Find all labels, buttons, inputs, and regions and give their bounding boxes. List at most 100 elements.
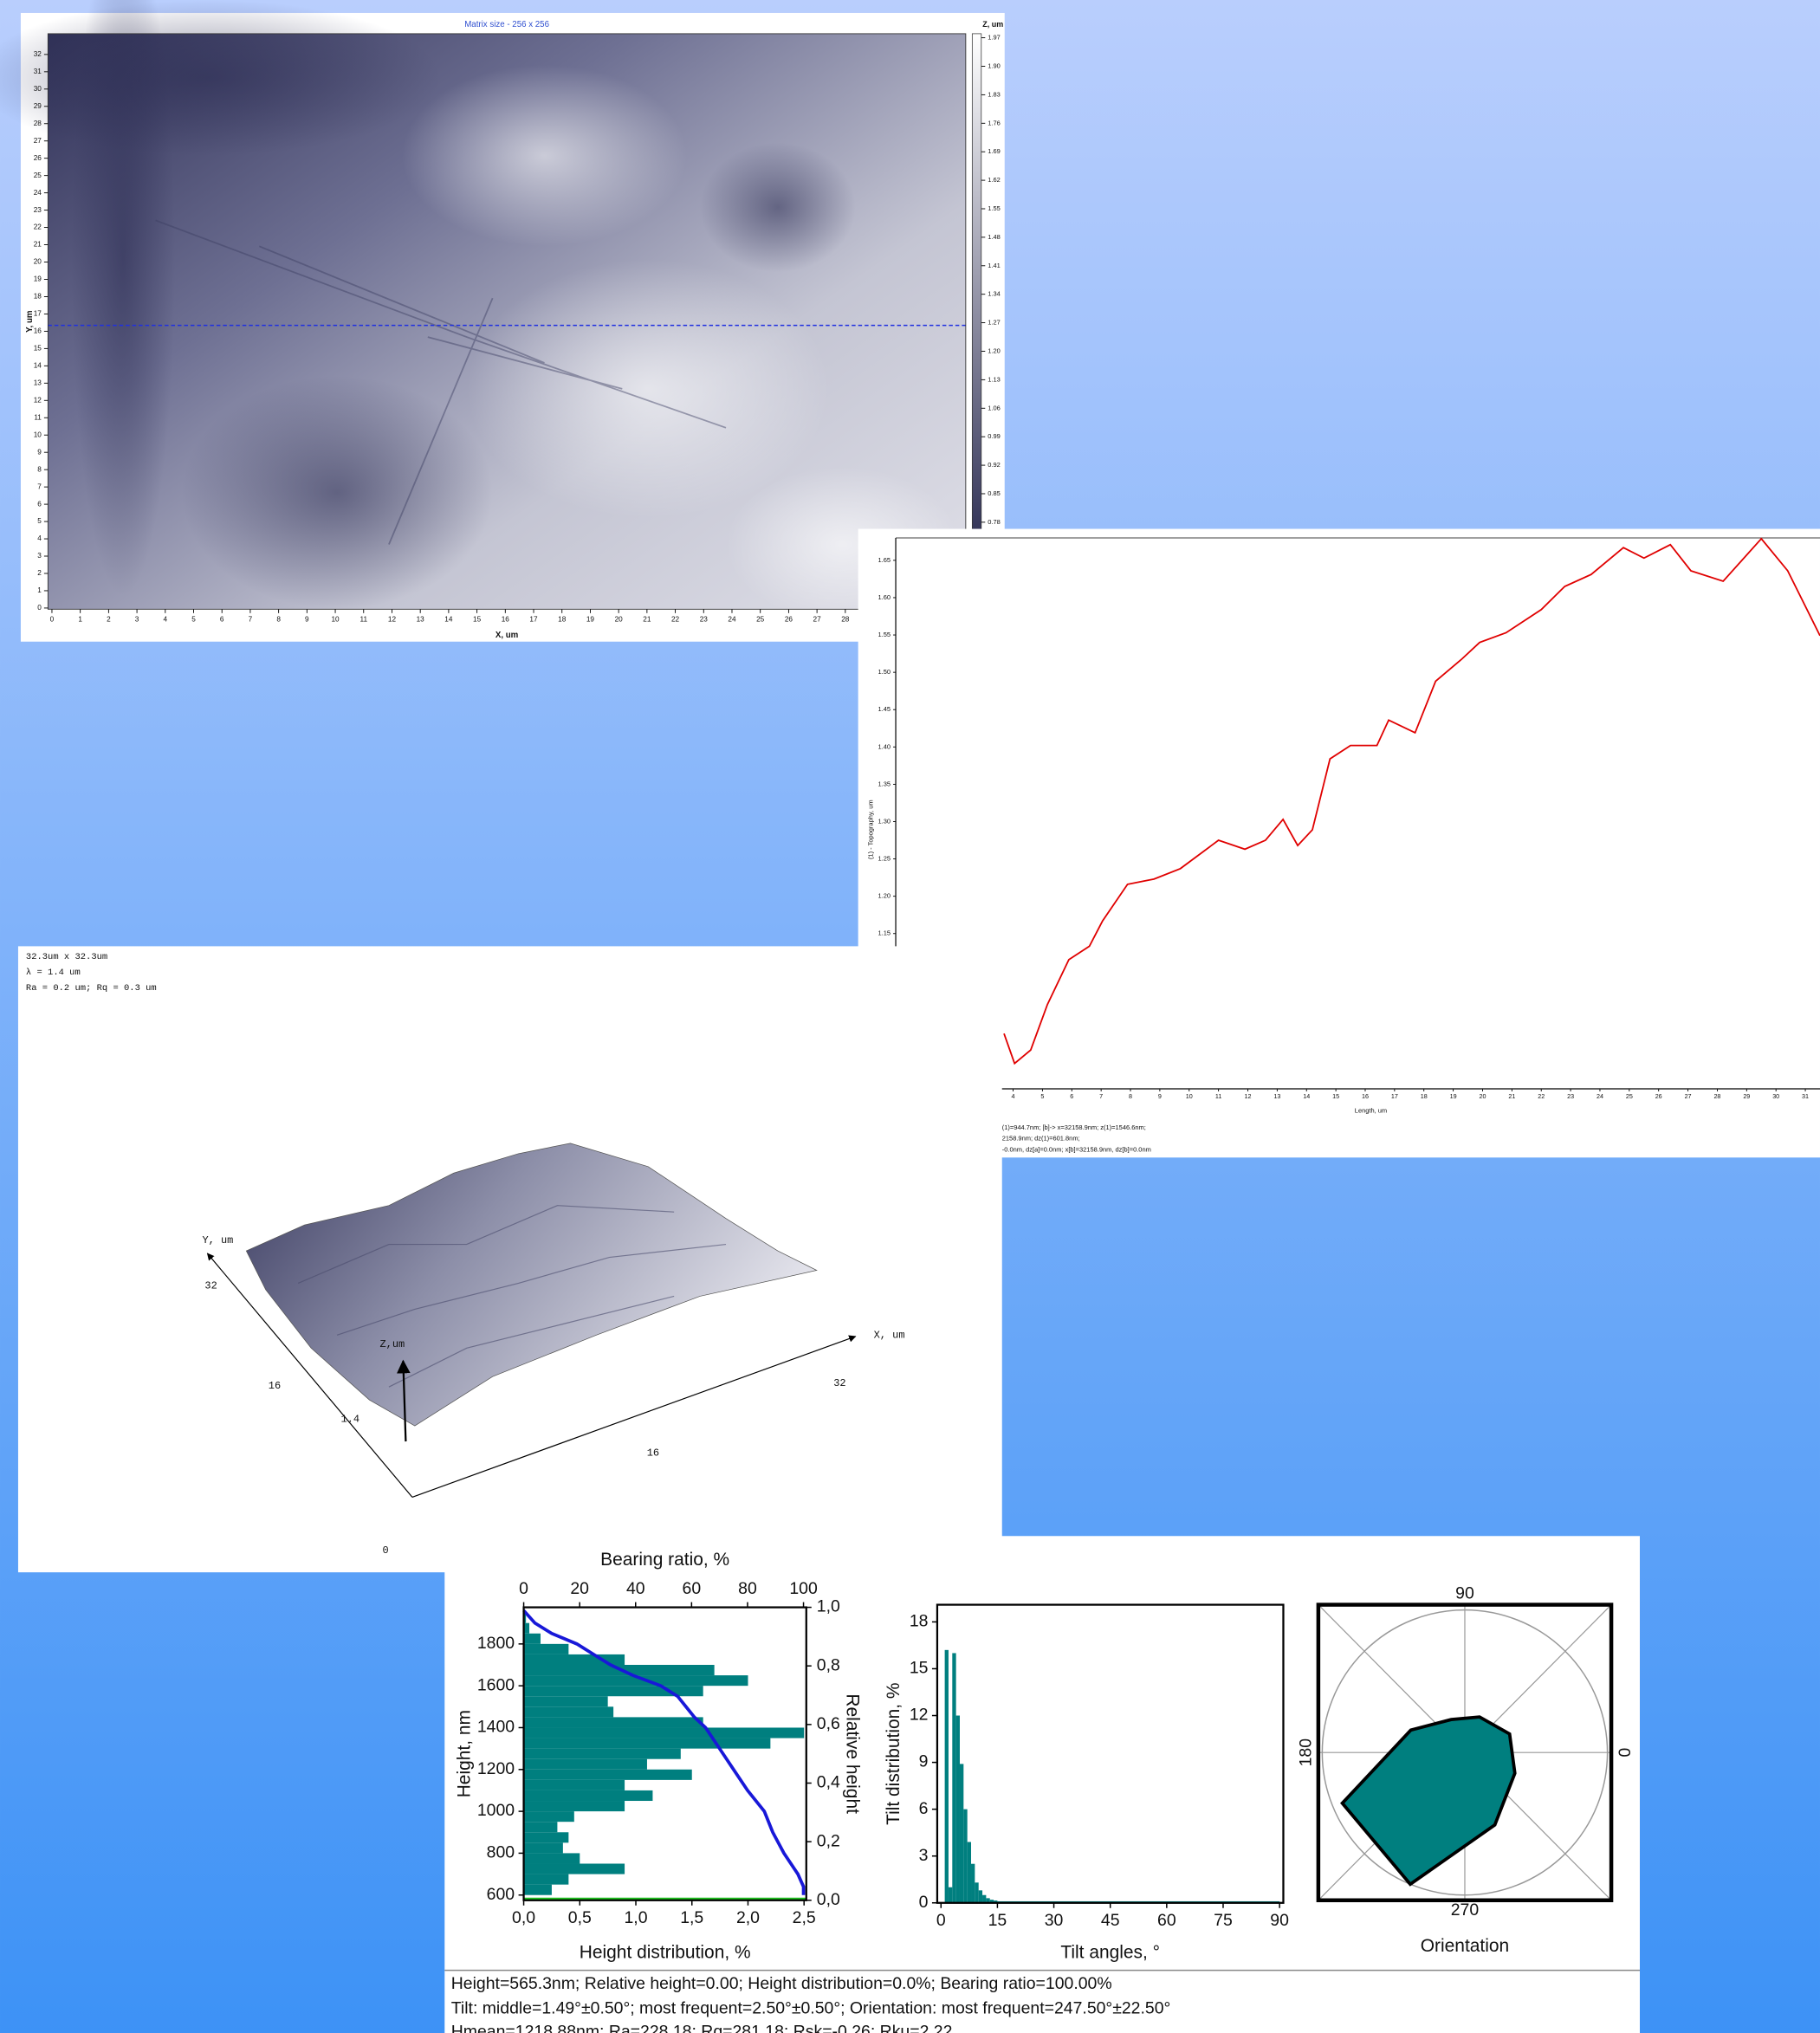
texture bbox=[467, 259, 830, 518]
axis-label: X, um bbox=[874, 1329, 905, 1341]
tick-label: 23 bbox=[34, 206, 42, 214]
bar bbox=[524, 1801, 625, 1811]
tick-label: 1.55 bbox=[878, 631, 891, 638]
tick-label: 0.99 bbox=[988, 432, 1001, 440]
axis-label: Z,um bbox=[379, 1338, 405, 1350]
tick-label: 1.50 bbox=[878, 668, 891, 676]
tick-label: 23 bbox=[1567, 1093, 1574, 1100]
tick-label: 24 bbox=[34, 189, 42, 197]
bar bbox=[524, 1696, 608, 1706]
tick-label: 19 bbox=[34, 275, 42, 283]
tick-label: 600 bbox=[487, 1885, 515, 1904]
tick-label: 11 bbox=[34, 413, 42, 421]
tick-label: 15 bbox=[988, 1911, 1007, 1930]
tick-label: 27 bbox=[1685, 1093, 1692, 1100]
tick-label: 17 bbox=[1391, 1093, 1398, 1100]
tick-label: 19 bbox=[586, 615, 595, 623]
tick-label: 10 bbox=[34, 431, 42, 438]
tick-label: 3 bbox=[919, 1846, 929, 1865]
annotation: -0.0nm, dz[a]=0.0nm; x[b]=32158.9nm, dz[… bbox=[1002, 1145, 1151, 1153]
tick-label: 6 bbox=[919, 1799, 929, 1818]
tick-label: 0.78 bbox=[988, 518, 1001, 526]
tick-label: 13 bbox=[417, 615, 425, 623]
bar bbox=[524, 1738, 771, 1749]
tick-label: 0,5 bbox=[568, 1908, 592, 1927]
tick-label: 11 bbox=[1215, 1093, 1221, 1100]
tick-label: 15 bbox=[910, 1659, 929, 1678]
bar bbox=[524, 1644, 569, 1654]
tick-label: 1.60 bbox=[878, 593, 891, 601]
tick-label: 1200 bbox=[477, 1759, 515, 1778]
tick-label: 20 bbox=[1479, 1093, 1486, 1100]
tick-label: 1.25 bbox=[878, 855, 891, 863]
tick-label: 9 bbox=[37, 448, 42, 456]
tick-label: 30 bbox=[1772, 1093, 1779, 1100]
tick-label: 6 bbox=[220, 615, 224, 623]
tick-label: 13 bbox=[1273, 1093, 1280, 1100]
tick-label: 9 bbox=[1158, 1093, 1162, 1100]
tick-label: 75 bbox=[1214, 1911, 1233, 1930]
tick-label: 32 bbox=[204, 1280, 217, 1292]
profile-panel: 1.151.201.251.301.351.401.451.501.551.60… bbox=[858, 529, 1820, 1158]
axis-label: Z, um bbox=[982, 20, 1003, 29]
tick-label: 0 bbox=[50, 615, 55, 623]
bar bbox=[949, 1887, 952, 1903]
tick-label: 19 bbox=[1450, 1093, 1457, 1100]
bar bbox=[968, 1842, 971, 1902]
tick-label: 9 bbox=[919, 1752, 929, 1771]
axis-label: Orientation bbox=[1421, 1936, 1509, 1956]
tick-label: 32 bbox=[833, 1377, 845, 1389]
tick-label: 10 bbox=[1186, 1093, 1193, 1100]
tick-label: 16 bbox=[269, 1380, 281, 1392]
tick-label: 60 bbox=[683, 1579, 702, 1598]
status-line: Height=565.3nm; Relative height=0.00; He… bbox=[451, 1974, 1112, 1993]
bar bbox=[524, 1717, 703, 1727]
axis-label: Bearing ratio, % bbox=[600, 1550, 729, 1570]
bar bbox=[524, 1770, 692, 1780]
axis-label: Relative height bbox=[843, 1693, 863, 1814]
tick-label: 1,0 bbox=[817, 1597, 840, 1616]
bar bbox=[963, 1810, 967, 1903]
tick-label: 100 bbox=[789, 1579, 818, 1598]
tick-label: 12 bbox=[910, 1706, 929, 1725]
bar bbox=[945, 1650, 949, 1903]
bar bbox=[524, 1634, 541, 1644]
tick-label: 1.69 bbox=[988, 147, 1001, 155]
screenshot: 0123456789101112131415161718192021222324… bbox=[0, 0, 1820, 2033]
tick-label: 22 bbox=[671, 615, 680, 623]
bar bbox=[524, 1727, 805, 1738]
info: λ = 1.4 um bbox=[26, 968, 81, 978]
tick-label: 15 bbox=[34, 345, 42, 353]
tick-label: 1.06 bbox=[988, 404, 1001, 411]
tick-label: 30 bbox=[1045, 1911, 1064, 1930]
tick-label: 1.90 bbox=[988, 62, 1001, 69]
axis-label: Y, um bbox=[25, 310, 35, 333]
tick-label: 1.13 bbox=[988, 375, 1001, 383]
tick-label: 18 bbox=[1421, 1093, 1428, 1100]
bar bbox=[956, 1716, 960, 1903]
tick-label: 31 bbox=[34, 68, 42, 75]
tick-label: 26 bbox=[785, 615, 793, 623]
tick-label: 4 bbox=[1012, 1093, 1015, 1100]
bar bbox=[982, 1895, 986, 1903]
bar bbox=[524, 1780, 625, 1790]
tick-label: 5 bbox=[37, 517, 42, 525]
tick-label: 20 bbox=[570, 1579, 589, 1598]
tick-label: 27 bbox=[813, 615, 822, 623]
status-line: Hmean=1218.88nm; Ra=228.18; Rq=281.18; R… bbox=[451, 2023, 953, 2033]
tick-label: 21 bbox=[643, 615, 651, 623]
tick-label: 14 bbox=[1303, 1093, 1310, 1100]
angle-label: 270 bbox=[1451, 1900, 1480, 1920]
tick-label: 2 bbox=[37, 569, 42, 577]
tick-label: 40 bbox=[626, 1579, 645, 1598]
status-line: Tilt: middle=1.49°±0.50°; most frequent=… bbox=[451, 1999, 1171, 2018]
info: 32.3um x 32.3um bbox=[26, 952, 107, 962]
tick-label: 7 bbox=[1099, 1093, 1103, 1100]
texture bbox=[402, 65, 687, 247]
tick-label: 7 bbox=[249, 615, 253, 623]
annotation: 2158.9nm; dz(1)=601.8nm; bbox=[1002, 1135, 1080, 1143]
tick-label: 4 bbox=[37, 534, 42, 542]
tick-label: 16 bbox=[34, 327, 42, 335]
bar bbox=[524, 1811, 574, 1822]
tick-label: 1.83 bbox=[988, 90, 1001, 98]
